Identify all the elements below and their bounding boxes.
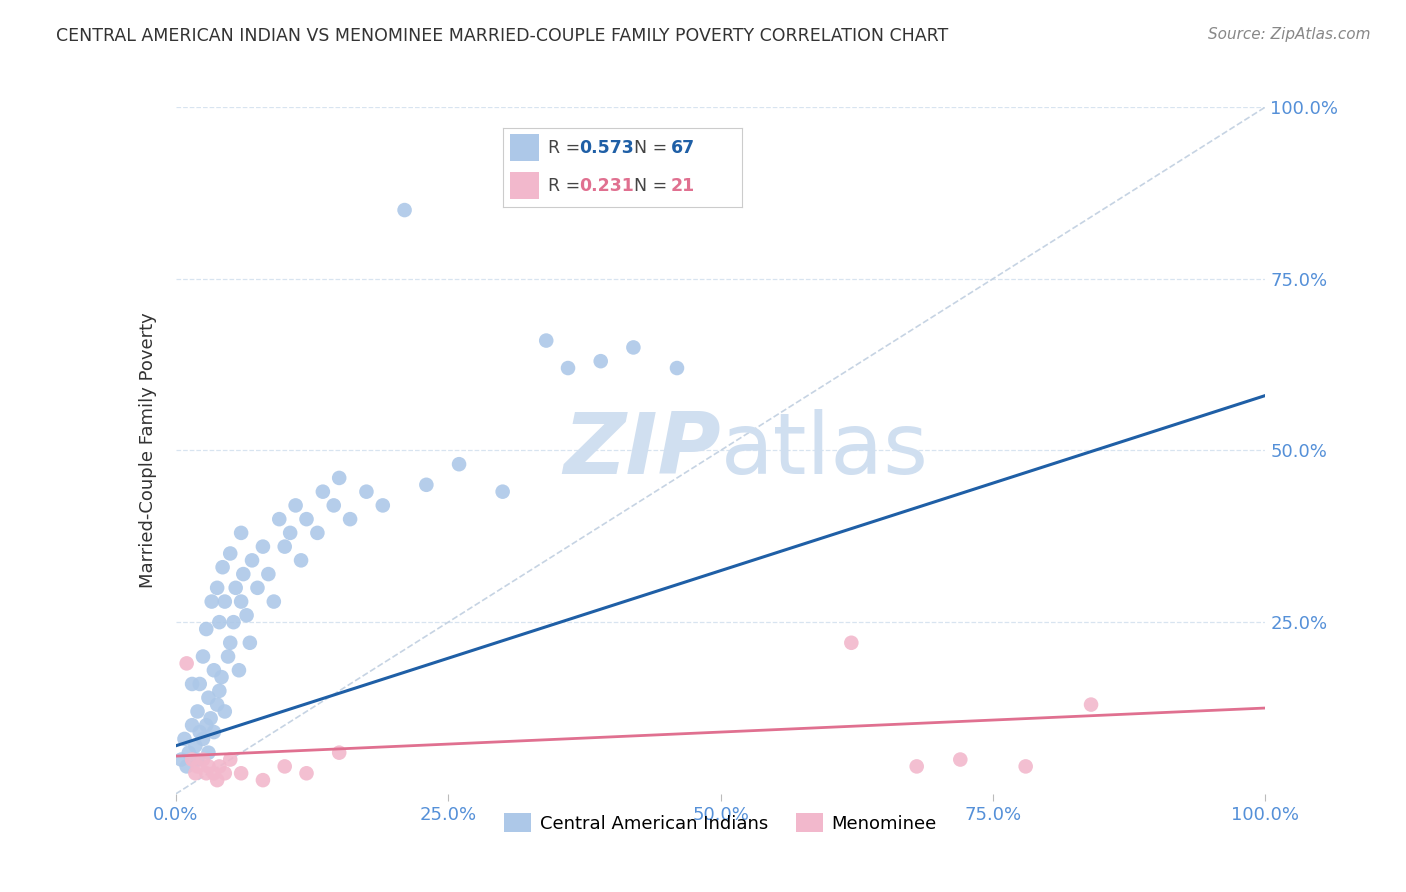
Point [214,594,236,608]
Point [211,670,233,684]
Point [197,759,219,773]
Point [269,512,291,526]
Point [208,615,231,630]
Text: CENTRAL AMERICAN INDIAN VS MENOMINEE MARRIED-COUPLE FAMILY POVERTY CORRELATION C: CENTRAL AMERICAN INDIAN VS MENOMINEE MAR… [56,27,949,45]
Point [232,567,254,582]
Point [184,766,207,780]
Point [278,525,301,540]
Point [201,594,224,608]
Point [246,581,269,595]
Point [214,705,236,719]
Point [240,553,263,567]
Point [195,622,218,636]
Point [197,746,219,760]
Point [173,731,195,746]
Point [371,499,394,513]
Point [589,354,612,368]
Point [666,361,689,376]
Point [339,512,361,526]
Point [200,711,222,725]
Point [274,540,297,554]
Legend: Central American Indians, Menominee: Central American Indians, Menominee [496,806,945,839]
Point [188,725,211,739]
Text: ZIP: ZIP [562,409,721,492]
Point [202,766,225,780]
Point [328,471,350,485]
Point [492,484,515,499]
Point [295,766,318,780]
Point [252,540,274,554]
Point [394,203,416,218]
Point [211,560,233,574]
Point [219,636,242,650]
Point [263,594,285,608]
Point [177,746,200,760]
Point [274,759,297,773]
Point [195,766,218,780]
Point [219,753,242,767]
Point [217,649,239,664]
Point [235,608,257,623]
Point [181,718,204,732]
Point [307,525,329,540]
Text: Source: ZipAtlas.com: Source: ZipAtlas.com [1208,27,1371,42]
Point [186,759,209,773]
Point [202,663,225,677]
Point [841,636,863,650]
Point [181,677,204,691]
Point [949,753,972,767]
Point [239,636,262,650]
Point [205,581,228,595]
Point [322,499,344,513]
Point [181,753,204,767]
Point [252,773,274,788]
Point [191,753,214,767]
Point [257,567,280,582]
Point [184,739,207,753]
Point [557,361,579,376]
Point [447,457,470,471]
Point [905,759,928,773]
Point [219,546,242,561]
Point [1080,698,1102,712]
Point [231,766,253,780]
Point [176,759,198,773]
Y-axis label: Married-Couple Family Poverty: Married-Couple Family Poverty [139,312,157,589]
Point [208,759,231,773]
Point [191,649,214,664]
Point [1015,759,1038,773]
Point [231,525,253,540]
Point [295,512,318,526]
Point [170,753,193,767]
Point [195,718,218,732]
Point [188,677,211,691]
Point [191,731,214,746]
Point [284,499,307,513]
Point [328,746,350,760]
Point [202,725,225,739]
Point [312,484,335,499]
Point [208,683,231,698]
Text: atlas: atlas [721,409,928,492]
Point [222,615,245,630]
Point [205,698,228,712]
Point [176,657,198,671]
Point [290,553,312,567]
Point [231,594,253,608]
Point [415,478,437,492]
Point [186,705,209,719]
Point [621,340,644,354]
Point [356,484,378,499]
Point [197,690,219,705]
Point [186,753,209,767]
Point [205,773,228,788]
Point [534,334,557,348]
Point [225,581,247,595]
Point [228,663,250,677]
Point [214,766,236,780]
